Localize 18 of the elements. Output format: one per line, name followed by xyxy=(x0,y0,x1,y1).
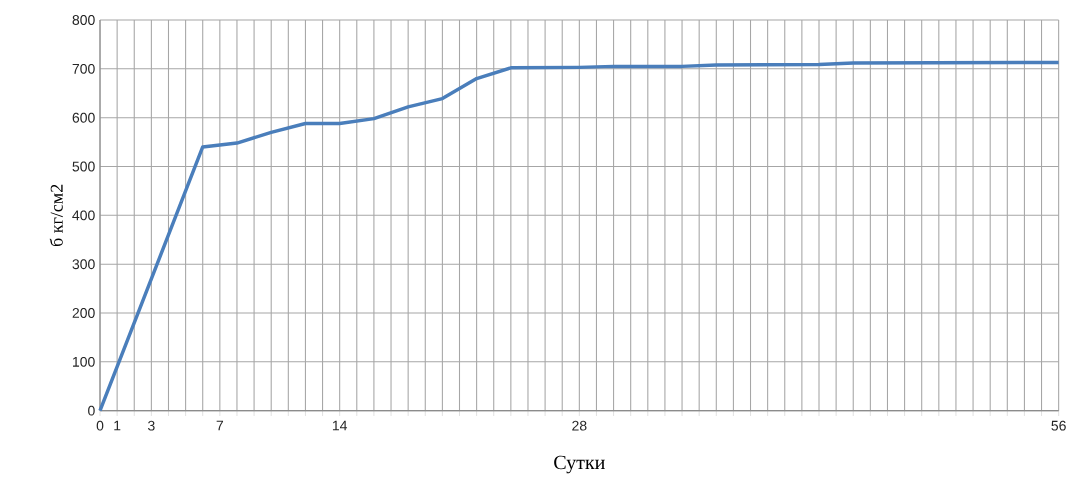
x-tick-label: 7 xyxy=(216,420,224,431)
x-tick-label: 28 xyxy=(572,420,587,431)
y-axis-title: б кг/см2 xyxy=(49,184,63,247)
y-tick-label: 700 xyxy=(72,63,95,74)
y-tick-label: 500 xyxy=(72,161,95,172)
y-tick-label: 100 xyxy=(73,356,95,367)
y-tick-label: 0 xyxy=(88,405,95,416)
x-tick-label: 56 xyxy=(1051,420,1066,431)
y-tick-label: 400 xyxy=(72,210,95,221)
x-tick-label: 0 xyxy=(96,420,104,431)
y-tick-label: 600 xyxy=(72,112,95,123)
y-tick-label: 200 xyxy=(72,308,95,318)
x-tick-label: 1 xyxy=(114,420,121,431)
x-axis-title: Сутки xyxy=(554,455,605,474)
x-tick-label: 14 xyxy=(332,420,348,431)
y-tick-label: 300 xyxy=(72,259,95,270)
y-tick-label: 800 xyxy=(72,15,95,25)
x-tick-label: 3 xyxy=(148,420,155,431)
